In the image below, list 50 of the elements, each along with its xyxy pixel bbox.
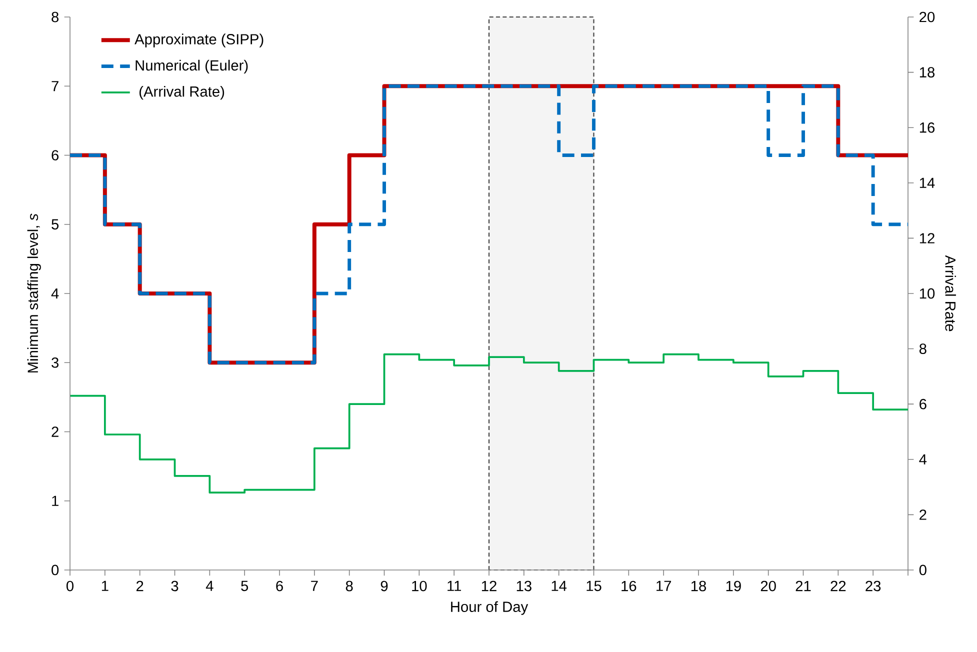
x-tick-label: 2 [136,580,144,592]
legend-label: Approximate (SIPP) [134,34,264,48]
y2-tick-label: 0 [919,564,926,576]
x-tick-label: 23 [866,580,881,592]
x-tick-label: 15 [586,580,602,592]
x-tick-label: 3 [171,580,178,592]
y2-axis-title: Arrival Rate [945,255,956,332]
x-tick-label: 5 [241,580,248,592]
x-tick-label: 16 [622,580,636,592]
y2-tick-label: 6 [920,398,926,410]
x-tick-label: 1 [102,580,108,591]
y2-tick-label: 16 [920,122,935,133]
y2-tick-label: 12 [920,233,934,244]
x-tick-label: 21 [796,580,811,592]
y-tick-label: 2 [52,426,58,437]
y-tick-label: 1 [52,496,58,506]
x-tick-label: 10 [412,580,427,592]
x-tick-label: 13 [516,580,532,592]
y-tick-label: 4 [51,288,59,299]
y2-tick-label: 14 [920,178,935,188]
legend-label: (Arrival Rate) [140,86,224,100]
x-tick-label: 14 [552,580,567,591]
x-tick-label: 11 [448,580,461,591]
x-tick-label: 19 [726,580,741,592]
y-axis-title: Minimum staffing level, s [27,214,41,372]
x-tick-label: 8 [346,580,353,592]
y2-tick-label: 2 [920,510,926,520]
x-tick-label: 7 [311,580,318,591]
x-tick-label: 4 [206,580,214,591]
x-tick-label: 12 [482,580,496,592]
x-tick-label: 18 [691,580,706,592]
legend-label: Numerical (Euler) [136,60,248,74]
y2-tick-label: 20 [920,12,935,22]
y-tick-label: 0 [52,564,59,576]
x-axis-title: Hour of Day [451,601,528,615]
y-tick-label: 5 [52,219,59,230]
y-tick-label: 7 [52,81,58,92]
x-tick-label: 20 [760,580,776,592]
y2-tick-label: 8 [919,344,926,354]
y-tick-label: 3 [52,357,59,368]
x-tick-label: 6 [276,580,283,592]
y2-tick-label: 18 [920,67,935,78]
x-tick-label: 22 [830,580,846,592]
x-tick-label: 0 [66,580,74,592]
y2-tick-label: 4 [919,454,927,464]
y2-tick-label: 10 [920,288,935,299]
y-tick-label: 8 [52,12,59,22]
x-tick-label: 9 [380,580,388,592]
x-tick-label: 17 [656,580,672,591]
y-tick-label: 6 [52,150,59,160]
